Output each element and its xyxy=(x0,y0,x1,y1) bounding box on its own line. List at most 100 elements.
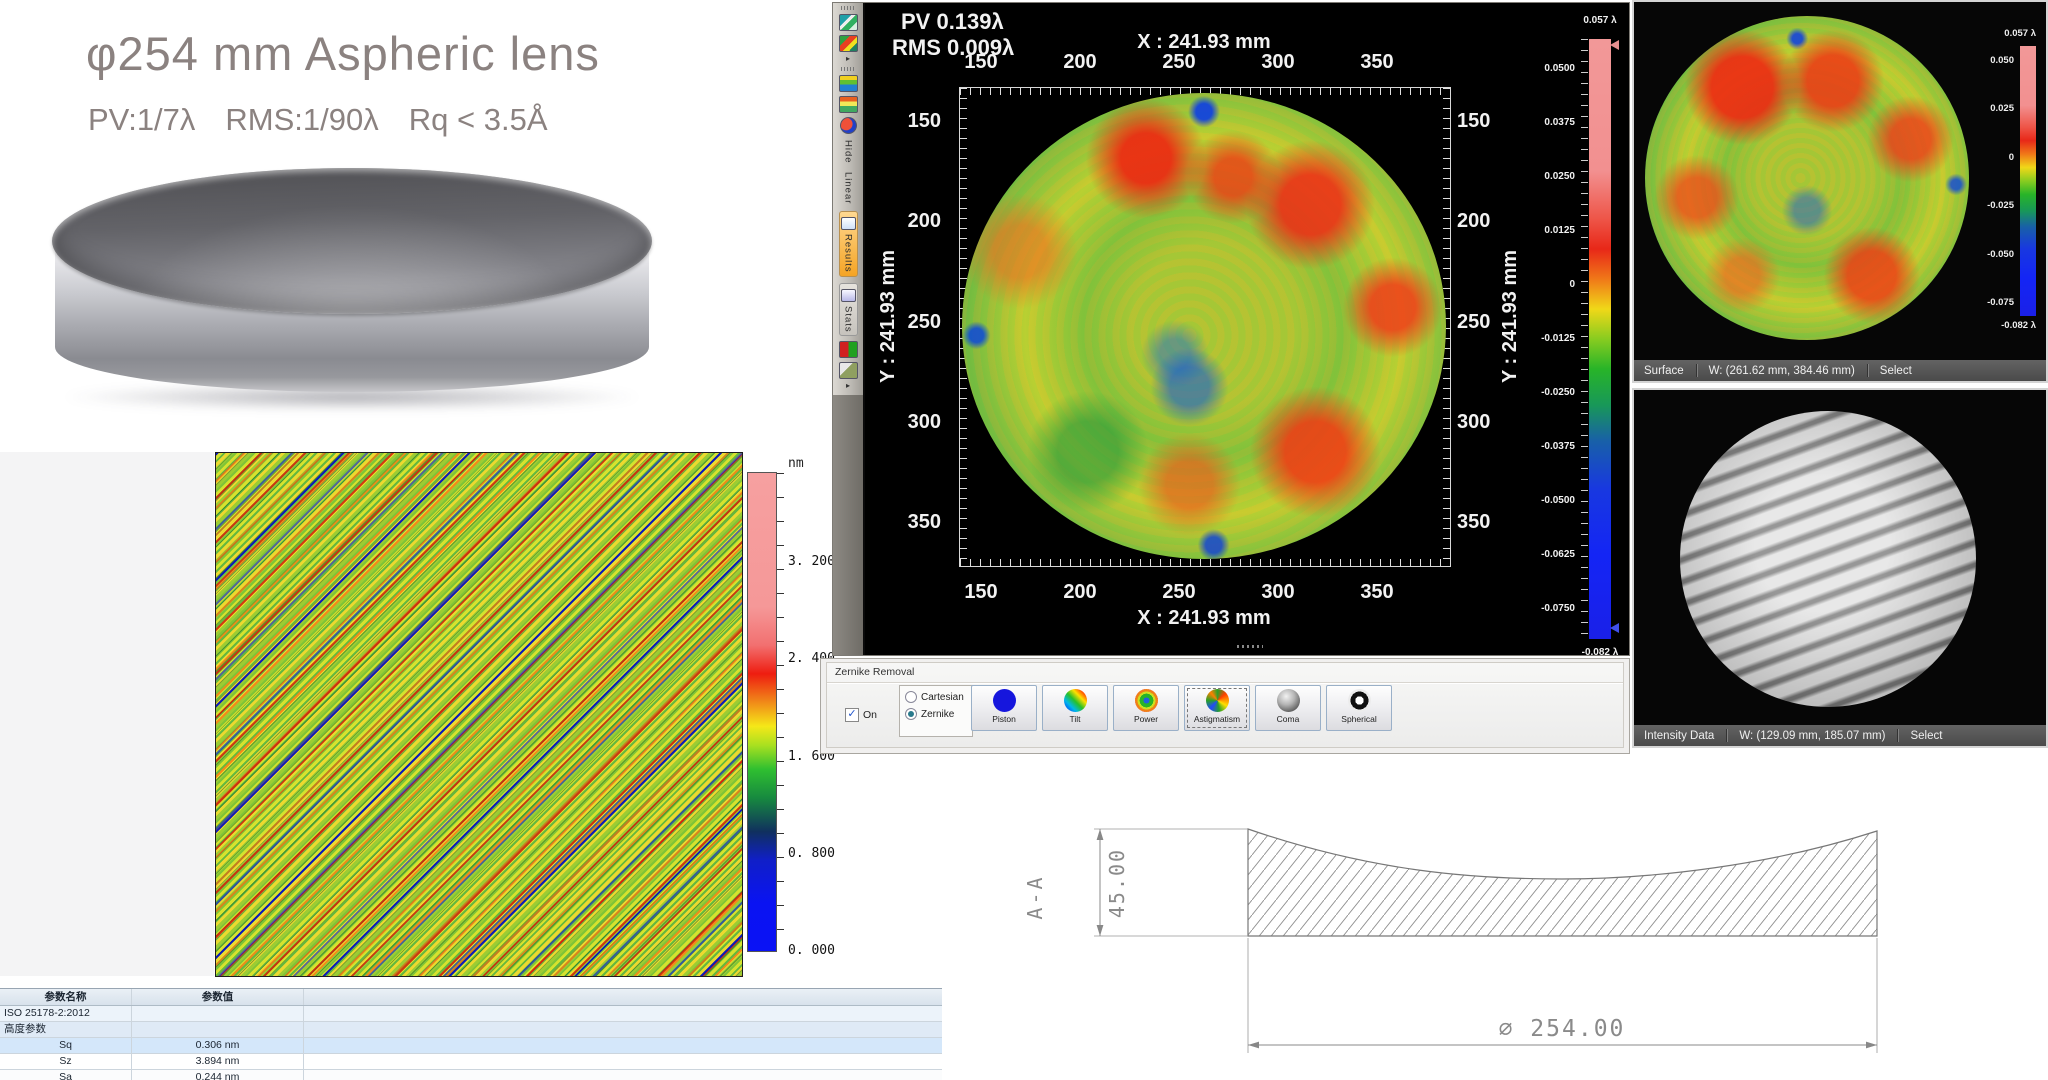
y-ticks-left: 150 200 250 300 350 xyxy=(899,111,941,532)
zernike-term-button[interactable]: Piston xyxy=(971,685,1037,731)
zernike-removal-window: Zernike Removal ✓ On Cartesian Zernike xyxy=(820,658,1630,754)
toolbar-item-linear[interactable]: Linear xyxy=(842,171,854,204)
colorbar-tick-label: 0.0250 xyxy=(1544,171,1575,182)
radio-zernike[interactable]: Zernike xyxy=(905,708,972,720)
param-name-cell: Sa xyxy=(0,1070,132,1080)
toolbar-expand-icon[interactable]: ▸ xyxy=(845,381,850,391)
zernike-term-icon xyxy=(1063,689,1087,712)
arrow-right-icon xyxy=(1866,1041,1877,1049)
colorbar-tick-label: -0.0375 xyxy=(1541,441,1575,452)
toolbar-footer xyxy=(833,395,863,655)
diameter-dim-label: ∅ 254.00 xyxy=(1499,1016,1626,1042)
param-value-cell: 3.894 nm xyxy=(132,1054,304,1069)
param-extra-cell xyxy=(304,1006,942,1021)
zernike-term-label: Spherical xyxy=(1341,714,1377,724)
section-label: A-A xyxy=(1023,874,1047,919)
tick-label: 200 xyxy=(1063,51,1097,73)
results-icon xyxy=(840,216,856,230)
colorbar-tick-label: -0.0750 xyxy=(1541,603,1575,614)
radio-cartesian-label: Cartesian xyxy=(921,691,964,703)
colorbar-tick-label: 0.0375 xyxy=(1544,117,1575,128)
zernike-term-label: Coma xyxy=(1276,714,1300,724)
surface-status-title: Surface xyxy=(1644,364,1684,377)
colorbar-tick-label: 0 xyxy=(1569,279,1575,290)
surface-status-coords: W: (261.62 mm, 384.46 mm) xyxy=(1708,364,1855,377)
divider xyxy=(1695,364,1697,377)
fringe-pattern-circle[interactable] xyxy=(1680,411,1976,707)
intensity-status-select[interactable]: Select xyxy=(1910,729,1943,742)
table-row[interactable]: ISO 25178-2:2012 xyxy=(0,1006,942,1022)
extension-lines-thickness xyxy=(1094,828,1248,937)
spec-item: PV:1/7λ xyxy=(88,102,196,137)
colorbar-tick-label: -0.0625 xyxy=(1541,549,1575,560)
param-name-cell: Sq xyxy=(0,1038,132,1053)
colorbar-tick-label: 0.050 xyxy=(1990,55,2014,66)
cross-section-drawing: 45.00 A-A ∅ 254.00 xyxy=(1023,828,1878,1053)
spec-item: RMS:1/90λ xyxy=(225,102,379,137)
intensity-status-coords: W: (129.09 mm, 185.07 mm) xyxy=(1739,729,1886,742)
colorbar-tick-label: -0.050 xyxy=(1987,248,2014,260)
arrow-left-icon xyxy=(1248,1041,1259,1049)
tick-label: 300 xyxy=(907,410,941,433)
toolbar-tab-stats[interactable]: Stats xyxy=(838,282,858,337)
table-row[interactable]: Sq 0.306 nm xyxy=(0,1038,942,1054)
page-title: φ254 mm Aspheric lens xyxy=(86,27,600,80)
lens-section-profile xyxy=(1247,828,1878,937)
surface-map-circle[interactable] xyxy=(1645,16,1969,340)
table-row[interactable]: Sa 0.244 nm xyxy=(0,1070,942,1080)
colorbar-bottom-marker-icon[interactable] xyxy=(1610,623,1619,633)
zernike-term-label: Piston xyxy=(992,714,1016,724)
sphere-tool-icon[interactable] xyxy=(839,117,857,134)
chart-tool-icon[interactable] xyxy=(838,341,858,359)
thickness-dim-label: 45.00 xyxy=(1105,848,1129,918)
zernike-term-button[interactable]: Astigmatism xyxy=(1184,685,1250,731)
colormap-icon[interactable] xyxy=(838,75,858,92)
zernike-term-button[interactable]: Coma xyxy=(1255,685,1321,731)
toolbar-item-hide[interactable]: Hide xyxy=(842,140,854,164)
table-row[interactable]: 高度参数 xyxy=(0,1022,942,1038)
surface-colorbar-max-label: 0.057 λ xyxy=(2004,28,2036,39)
toolbar-tab-results[interactable]: Results xyxy=(838,210,858,277)
scale-label: 0. 800 xyxy=(788,845,835,861)
table-row[interactable]: Sz 3.894 nm xyxy=(0,1054,942,1070)
tick-label: 350 xyxy=(907,511,941,533)
zernike-on-checkbox[interactable]: ✓ On xyxy=(845,708,877,722)
zernike-term-button[interactable]: Tilt xyxy=(1042,685,1108,731)
surface-map-icon[interactable] xyxy=(838,35,858,52)
stats-icon xyxy=(840,288,856,302)
arrow-down-icon xyxy=(1096,925,1104,936)
zernike-term-buttons: Piston Tilt Power Astigmatism xyxy=(971,685,1392,731)
param-name-cell: Sz xyxy=(0,1054,132,1069)
splitter-grip[interactable] xyxy=(1237,645,1263,648)
x-axis-title-top: X : 241.93 mm xyxy=(1137,31,1271,53)
zernike-term-button[interactable]: Spherical xyxy=(1326,685,1392,731)
tick-label: 350 xyxy=(1360,581,1394,603)
surface-colorbar-labels: 0.050 0.025 0 -0.025 -0.050 -0.075 xyxy=(1956,55,2014,308)
colorbar-tick-label: 0.025 xyxy=(1990,103,2014,115)
roughness-window-background xyxy=(0,452,214,976)
surface-view-window: 0.057 λ 0.050 0.025 0 -0.025 -0.050 -0.075 -0… xyxy=(1632,0,2048,383)
radio-cartesian[interactable]: Cartesian xyxy=(905,691,972,703)
misc-tool-icon[interactable] xyxy=(838,362,858,380)
col-header-extra xyxy=(304,989,942,1005)
phase-map-icon[interactable] xyxy=(838,14,858,31)
tick-strip-top xyxy=(960,88,1450,95)
colorbar-top-marker-icon[interactable] xyxy=(1610,40,1619,50)
radio-zernike-label: Zernike xyxy=(921,708,955,720)
y-axis-title-left: Y : 241.93 mm xyxy=(877,249,899,383)
spec-line: PV:1/7λ RMS:1/90λ Rq < 3.5Å xyxy=(88,102,578,138)
checkbox-check-icon: ✓ xyxy=(845,708,859,722)
extension-lines-diameter xyxy=(1247,938,1878,1053)
zernike-term-button[interactable]: Power xyxy=(1113,685,1179,731)
zernike-term-label: Tilt xyxy=(1069,714,1081,724)
phase-map-circle[interactable] xyxy=(962,93,1446,559)
colormap-alt-icon[interactable] xyxy=(838,96,858,113)
toolbar-expand-icon[interactable]: ▸ xyxy=(845,54,850,63)
roughness-colorbar xyxy=(747,472,777,952)
surface-status-select[interactable]: Select xyxy=(1879,364,1912,377)
zernike-term-icon xyxy=(1134,689,1158,712)
tick-label: 200 xyxy=(1063,581,1097,603)
x-ticks-bottom: 150 200 250 300 350 xyxy=(959,581,1399,604)
col-header-name: 参数名称 xyxy=(0,989,132,1005)
